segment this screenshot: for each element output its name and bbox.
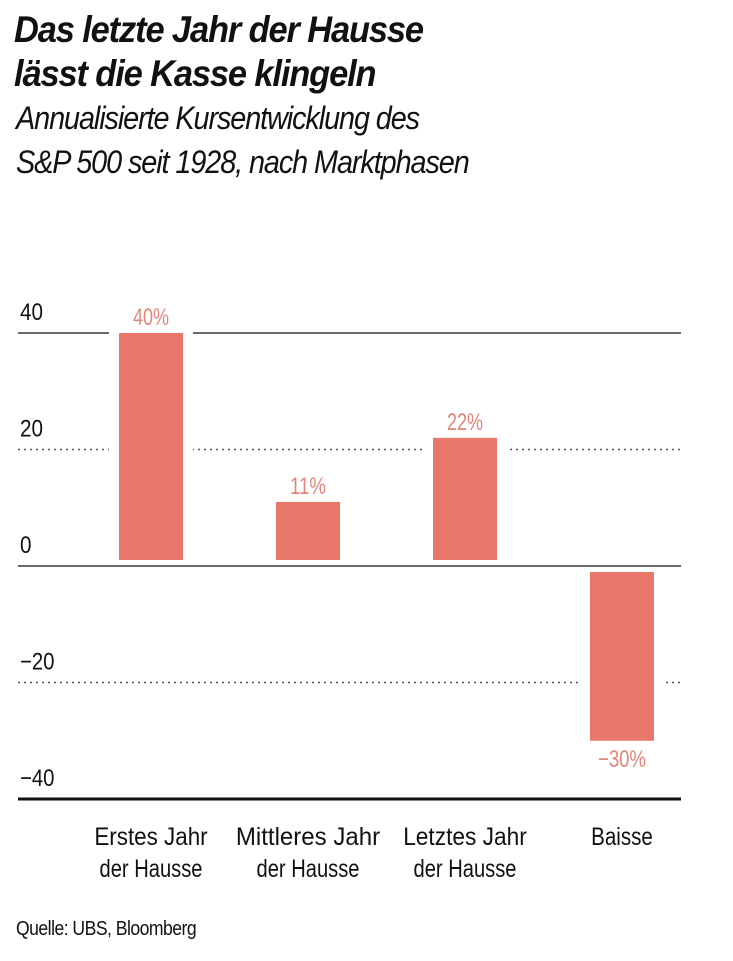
bar [433, 437, 497, 560]
category-label: Baisse [591, 823, 653, 851]
data-label: 22% [447, 409, 483, 436]
y-tick-label: 40 [20, 299, 43, 326]
category-label: der Hausse [100, 855, 203, 883]
subtitle-line-1: Annualisierte Kursentwicklung des [16, 100, 420, 136]
category-label: Mittleres Jahr [236, 823, 380, 851]
subtitle-line-2: S&P 500 seit 1928, nach Marktphasen [16, 144, 470, 180]
data-label: −30% [598, 746, 646, 773]
bar [590, 572, 654, 741]
y-tick-label: 0 [20, 532, 32, 559]
y-tick-label: −20 [20, 649, 55, 676]
category-label: Letztes Jahr [403, 823, 527, 851]
data-label: 40% [133, 304, 169, 331]
data-label: 11% [290, 473, 326, 500]
bar [119, 333, 183, 560]
bar [276, 501, 340, 560]
category-label: der Hausse [414, 855, 517, 883]
source-note: Quelle: UBS, Bloomberg [16, 918, 197, 940]
chart-title: Das letzte Jahr der Hausse lässt die Kas… [14, 8, 424, 96]
title-line-1: Das letzte Jahr der Hausse [14, 9, 424, 50]
y-tick-label: −40 [20, 765, 55, 792]
category-label: Erstes Jahr [94, 823, 207, 851]
y-tick-label: 20 [20, 416, 43, 443]
chart-subtitle: Annualisierte Kursentwicklung des S&P 50… [16, 96, 470, 184]
category-label: der Hausse [257, 855, 360, 883]
title-line-2: lässt die Kasse klingeln [14, 53, 377, 94]
